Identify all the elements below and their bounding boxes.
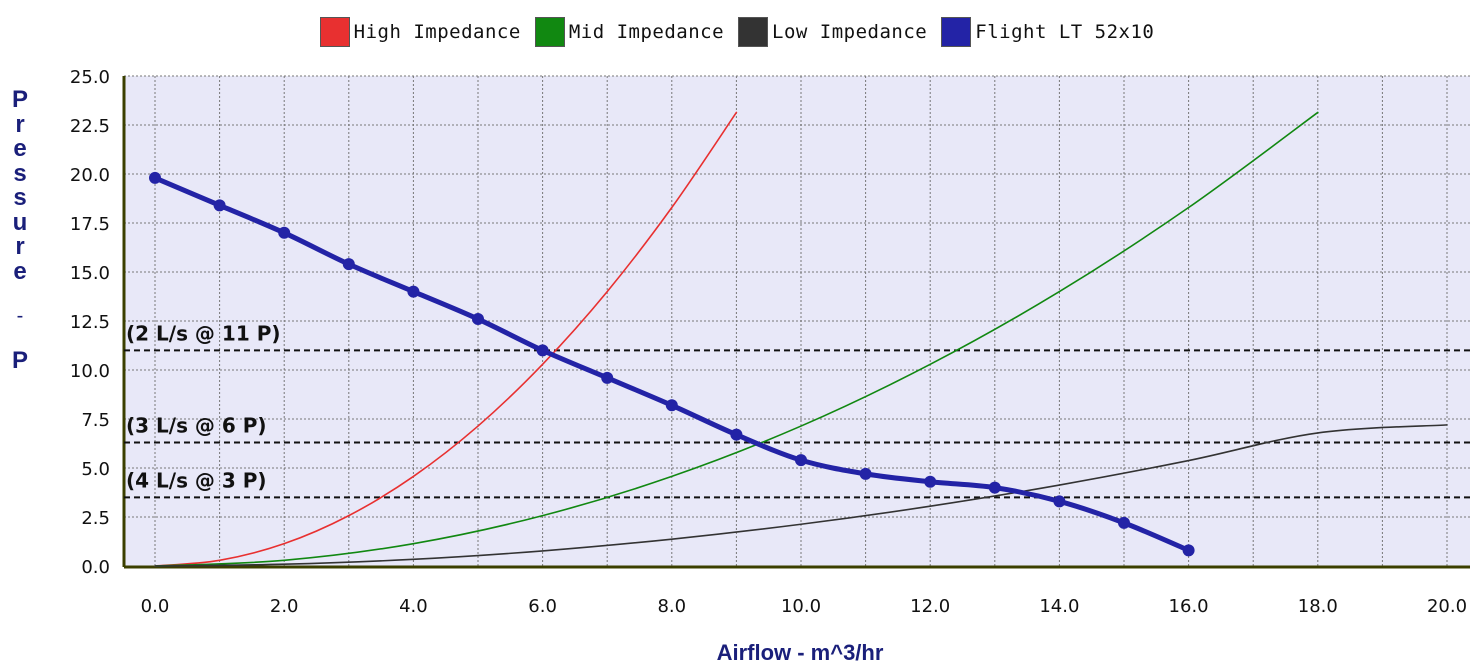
series-line-low-impedance — [154, 424, 1448, 567]
y-axis-label-char: s — [13, 184, 27, 211]
x-tick-label: 20.0 — [1427, 596, 1467, 617]
data-point-flight-lt — [988, 481, 1001, 494]
data-point-flight-lt — [1118, 516, 1130, 529]
y-axis-label-char: e — [13, 257, 27, 285]
legend-swatch-mid-impedance — [534, 17, 565, 47]
data-point-flight-lt — [407, 285, 420, 298]
y-axis-label-char: u — [12, 208, 28, 236]
x-tick-label: 12.0 — [910, 596, 950, 617]
legend-swatch-high-impedance — [319, 17, 350, 47]
legend-swatch-low-impedance — [738, 17, 769, 47]
data-point-flight-lt — [601, 371, 614, 384]
reference-line-label: (4 L/s @ 3 P) — [126, 468, 267, 492]
data-point-flight-lt — [665, 399, 678, 412]
legend-label-high-impedance: High Impedance — [353, 21, 521, 43]
y-tick-label: 25.0 — [70, 67, 110, 88]
series-line-high-impedance — [154, 111, 738, 567]
x-tick-label: 2.0 — [270, 596, 299, 617]
y-axis-label-char: e — [13, 135, 27, 162]
data-point-flight-lt — [472, 313, 484, 326]
y-axis-label-char: s — [13, 159, 27, 187]
x-tick-label: 8.0 — [657, 596, 686, 617]
data-point-flight-lt — [536, 344, 549, 357]
data-point-flight-lt — [149, 171, 161, 184]
y-tick-label: 15.0 — [70, 263, 110, 284]
x-tick-label: 14.0 — [1039, 596, 1079, 617]
y-tick-label: 20.0 — [70, 165, 110, 186]
y-axis-label-char: P — [11, 346, 28, 374]
legend-label-mid-impedance: Mid Impedance — [568, 21, 725, 43]
legend-item-flight-lt: Flight LT 52x10 — [941, 17, 1154, 47]
series-line-mid-impedance — [154, 111, 1319, 567]
y-tick-label: 17.5 — [70, 214, 110, 235]
data-point-flight-lt — [342, 258, 355, 271]
data-point-flight-lt — [1053, 495, 1066, 508]
data-point-flight-lt — [924, 475, 937, 488]
data-point-flight-lt — [278, 226, 291, 239]
x-tick-label: 6.0 — [528, 596, 557, 617]
legend: High Impedance Mid Impedance Low Impedan… — [0, 14, 1474, 50]
x-tick-label: 4.0 — [399, 596, 428, 617]
data-point-flight-lt — [795, 454, 807, 467]
y-axis-label-char: - — [16, 305, 24, 327]
legend-item-low-impedance: Low Impedance — [738, 17, 927, 47]
y-tick-label: 2.5 — [81, 508, 110, 529]
legend-swatch-flight-lt — [941, 17, 972, 47]
x-tick-label: 10.0 — [781, 596, 821, 617]
reference-line-label: (3 L/s @ 6 P) — [126, 414, 267, 438]
y-tick-label: 7.5 — [81, 410, 110, 431]
x-axis-label: Airflow - m^3/hr — [716, 640, 884, 665]
y-axis-label-char: r — [15, 233, 25, 260]
legend-item-mid-impedance: Mid Impedance — [534, 17, 725, 47]
x-tick-label: 0.0 — [141, 596, 170, 617]
data-point-flight-lt — [213, 199, 226, 212]
y-tick-label: 10.0 — [70, 361, 110, 382]
y-tick-label: 22.5 — [70, 116, 110, 137]
data-point-flight-lt — [730, 428, 743, 441]
y-tick-label: 5.0 — [81, 459, 110, 480]
y-tick-label: 0.0 — [81, 557, 110, 578]
x-tick-label: 18.0 — [1298, 596, 1338, 617]
data-point-flight-lt — [1182, 544, 1195, 557]
y-axis-label-char: P — [11, 86, 28, 113]
legend-label-low-impedance: Low Impedance — [772, 21, 928, 43]
legend-label-flight-lt: Flight LT 52x10 — [975, 21, 1155, 43]
y-axis-label-char: r — [15, 110, 25, 138]
x-tick-label: 16.0 — [1169, 596, 1209, 617]
data-point-flight-lt — [859, 467, 872, 480]
legend-item-high-impedance: High Impedance — [319, 17, 521, 47]
y-tick-label: 12.5 — [70, 312, 110, 333]
reference-line-label: (2 L/s @ 11 P) — [126, 321, 281, 345]
